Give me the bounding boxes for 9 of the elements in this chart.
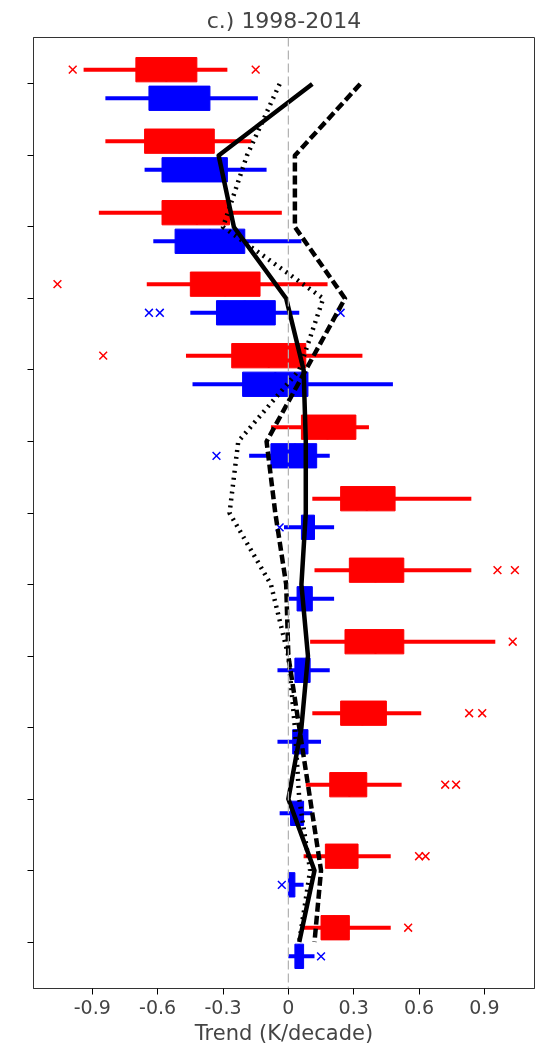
chart-title: c.) 1998-2014 xyxy=(206,7,362,33)
x-axis-title: Trend (K/decade) xyxy=(193,1020,374,1045)
x-tick-label: 0.6 xyxy=(403,995,435,1018)
x-tick-label: -0.3 xyxy=(204,995,242,1018)
x-tick-label: 0.9 xyxy=(469,995,500,1018)
x-tick-label: 0.3 xyxy=(338,995,369,1018)
x-tick-label: 0 xyxy=(282,995,295,1018)
x-tick-label: -0.9 xyxy=(73,995,111,1018)
x-tick-label: -0.6 xyxy=(139,995,177,1018)
